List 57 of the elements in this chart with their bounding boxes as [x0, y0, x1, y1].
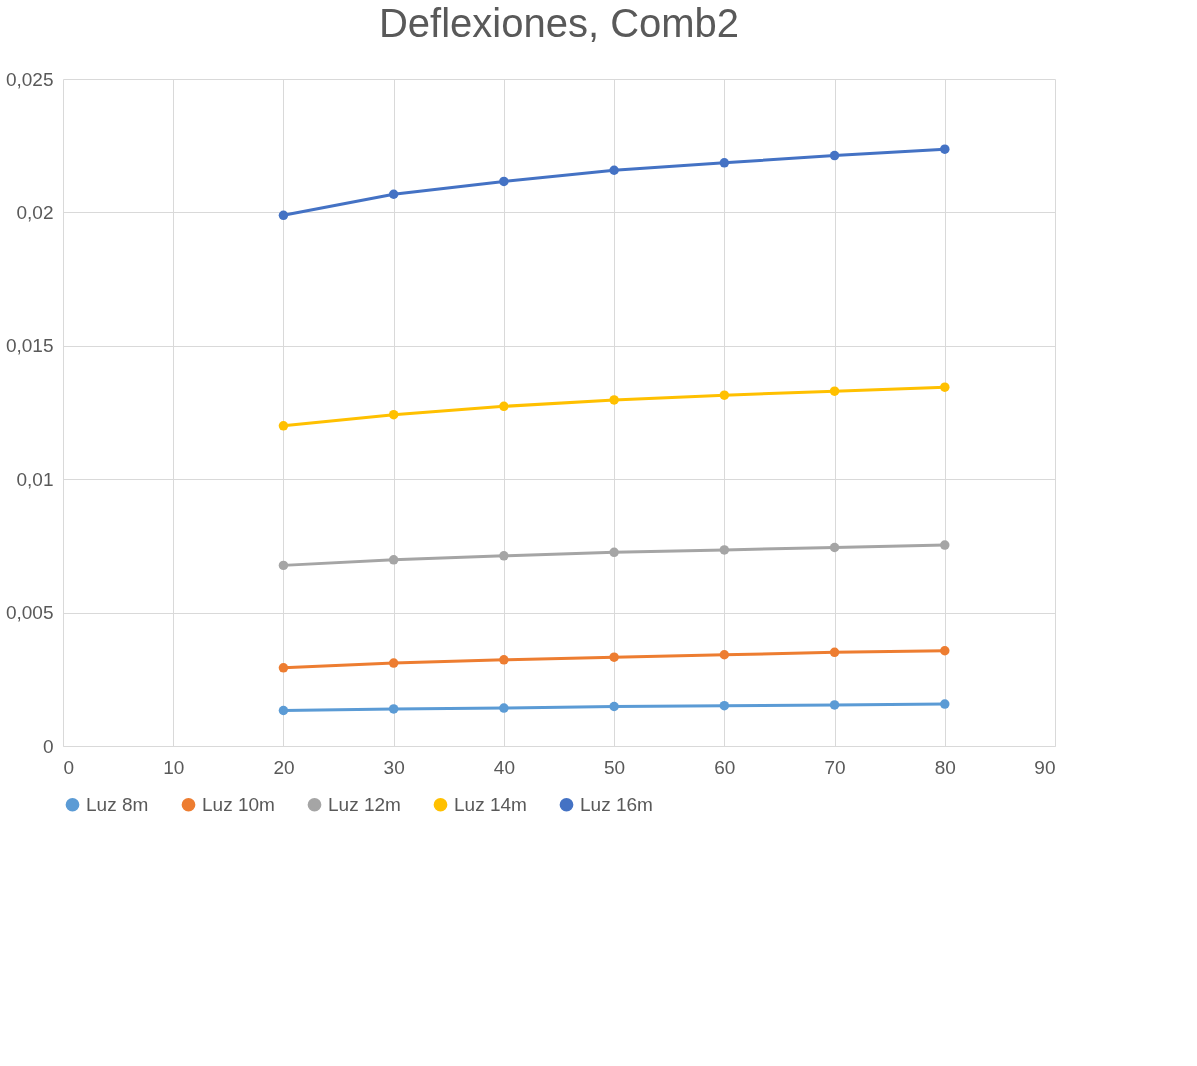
point [278, 421, 289, 431]
point [719, 545, 730, 555]
point [719, 700, 730, 711]
x-tick-label: 40 [493, 756, 515, 778]
y-tick-label: 0,02 [16, 201, 54, 223]
point [829, 647, 840, 658]
point [719, 650, 730, 660]
point [278, 560, 289, 571]
point [940, 382, 950, 392]
legend-label: Luz 12m [328, 793, 401, 815]
point [499, 703, 509, 713]
point [940, 646, 950, 656]
point [499, 655, 509, 665]
point [829, 386, 840, 396]
point [499, 176, 509, 187]
point [609, 547, 619, 558]
legend-label: Luz 8m [86, 793, 149, 815]
point [829, 542, 840, 553]
y-tick-label: 0,005 [5, 602, 54, 624]
y-tick-label: 0 [42, 735, 54, 757]
x-tick-label: 60 [714, 756, 736, 778]
point [388, 658, 399, 668]
point [388, 555, 399, 565]
chart-title: Deflexiones, Comb2 [378, 1, 740, 45]
y-tick-label: 0,01 [16, 468, 54, 490]
x-tick-label: 50 [604, 756, 626, 778]
y-tick-label: 0,015 [5, 335, 54, 357]
x-tick-label: 80 [934, 756, 956, 778]
point [719, 158, 730, 168]
point [940, 144, 950, 154]
point [278, 663, 289, 673]
point [388, 189, 399, 199]
point [499, 401, 509, 412]
x-tick-label: 90 [1034, 756, 1056, 778]
x-tick-label: 70 [824, 756, 846, 778]
point [719, 390, 730, 400]
point [278, 210, 289, 221]
x-tick-label: 20 [273, 756, 295, 778]
point [829, 150, 840, 161]
legend-label: Luz 16m [580, 793, 653, 815]
legend-label: Luz 14m [454, 793, 527, 815]
x-tick-label: 30 [383, 756, 405, 778]
x-tick-label: 10 [163, 756, 185, 778]
point [940, 540, 950, 550]
legend-label: Luz 10m [202, 793, 275, 815]
point [388, 409, 399, 420]
point [278, 705, 289, 716]
point [499, 551, 509, 561]
point [609, 701, 619, 712]
point [940, 699, 950, 709]
point [609, 395, 619, 405]
point [829, 700, 840, 710]
point [609, 165, 619, 175]
x-tick-label: 0 [63, 756, 75, 778]
y-tick-label: 0,025 [5, 68, 54, 90]
point [609, 652, 619, 662]
point [388, 704, 399, 714]
